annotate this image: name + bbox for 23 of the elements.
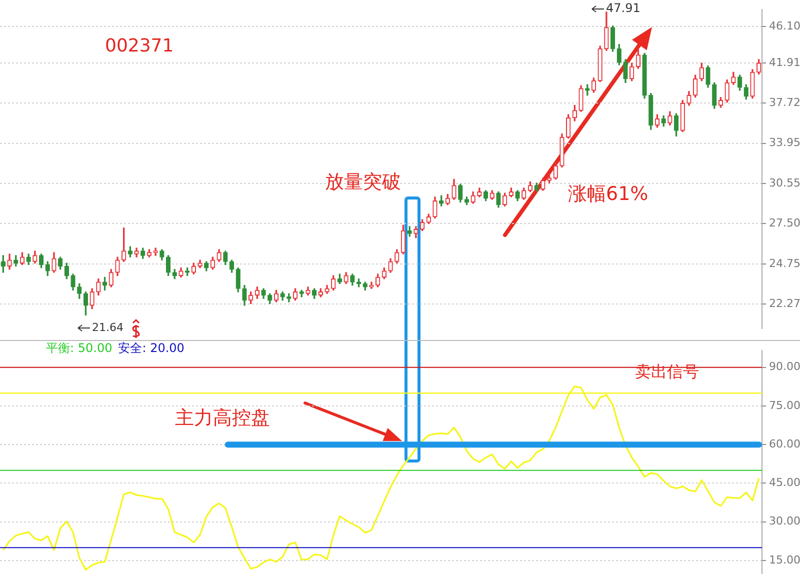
annotation: 主力高控盘 xyxy=(175,406,270,429)
annotation: 卖出信号 xyxy=(635,362,699,382)
text: 002371 xyxy=(105,36,174,57)
annotation: 放量突破 xyxy=(325,170,401,193)
annotation: 21.64 xyxy=(92,320,124,334)
annotation: 涨幅61% xyxy=(568,182,648,205)
y-tick-label: 24.75 xyxy=(769,256,800,270)
y-tick-label: 60.00 xyxy=(769,437,800,450)
y-tick-label: 46.10 xyxy=(769,19,800,32)
y-tick-label: 90.00 xyxy=(769,360,800,374)
y-tick-label: 22.27 xyxy=(769,297,800,310)
annotation: 47.91 xyxy=(606,1,640,16)
ref-line-label: 安全: 20.00 xyxy=(118,341,184,356)
ref-line-label: 平衡: 50.00 xyxy=(46,341,112,356)
y-tick-label: 75.00 xyxy=(769,398,800,412)
y-tick-label: 30.55 xyxy=(769,176,800,190)
y-tick-label: 37.72 xyxy=(769,96,800,109)
y-tick-label: 45.00 xyxy=(769,476,800,490)
y-tick-label: 15.00 xyxy=(769,553,800,566)
y-tick-label: 41.91 xyxy=(769,56,800,69)
y-tick-label: 30.00 xyxy=(769,514,800,528)
y-tick-label: 27.50 xyxy=(769,216,800,230)
y-tick-label: 33.95 xyxy=(769,136,800,150)
